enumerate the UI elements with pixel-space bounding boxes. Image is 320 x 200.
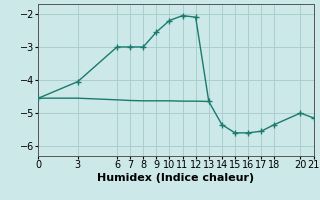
X-axis label: Humidex (Indice chaleur): Humidex (Indice chaleur) (97, 173, 255, 183)
